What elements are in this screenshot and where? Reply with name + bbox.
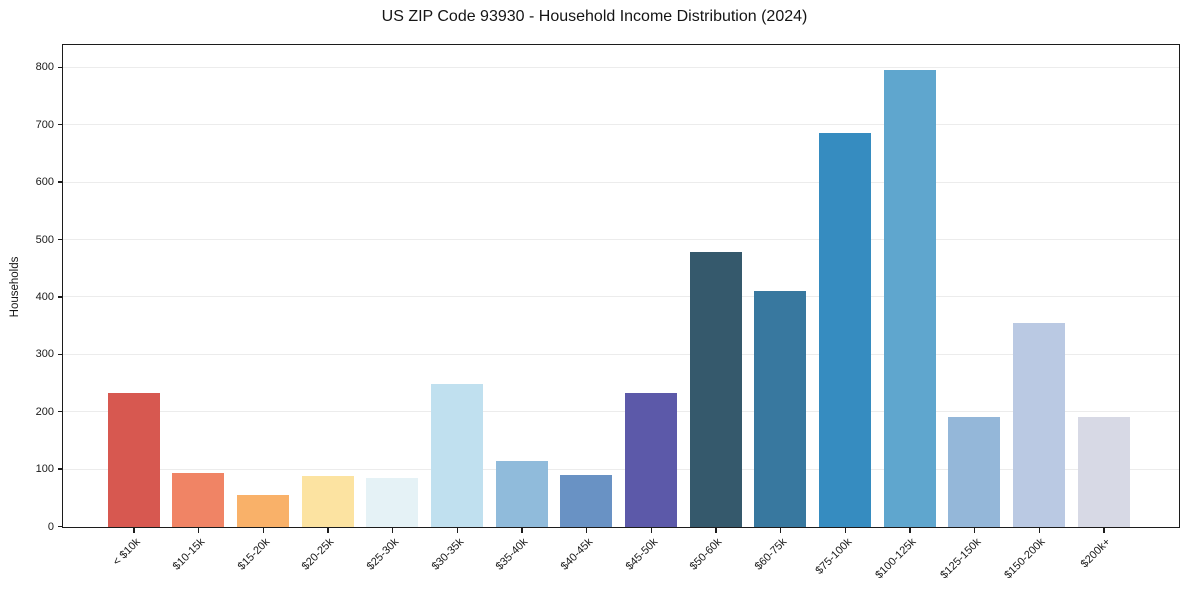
y-tick-label: 100 bbox=[35, 463, 54, 476]
bar bbox=[236, 494, 289, 527]
y-tick-label: 300 bbox=[35, 348, 54, 361]
gridline bbox=[63, 124, 1179, 126]
x-tick-label: $45-50k bbox=[623, 536, 660, 573]
y-tick-mark bbox=[57, 181, 62, 183]
bar bbox=[818, 133, 871, 527]
gridline bbox=[63, 468, 1179, 470]
bar bbox=[1012, 323, 1065, 527]
y-tick-mark bbox=[57, 66, 62, 69]
bar bbox=[560, 474, 613, 527]
gridline bbox=[63, 181, 1179, 183]
y-axis-label: Households bbox=[9, 256, 21, 318]
x-tick-label: $15-20k bbox=[235, 536, 272, 573]
y-tick-label: 700 bbox=[35, 118, 54, 131]
x-tick-mark bbox=[585, 528, 588, 533]
x-tick-mark bbox=[391, 528, 394, 533]
x-tick-label: $10-15k bbox=[170, 536, 208, 573]
x-tick-label: $50-60k bbox=[687, 536, 725, 573]
x-tick-label: $40-45k bbox=[558, 536, 596, 573]
x-tick-mark bbox=[133, 528, 135, 533]
gridline bbox=[63, 239, 1179, 241]
y-tick-label: 0 bbox=[47, 520, 54, 533]
y-tick-mark bbox=[57, 123, 62, 126]
x-tick-label: $35-40k bbox=[493, 536, 531, 573]
x-tick-mark bbox=[262, 528, 265, 533]
x-tick-label: $20-25k bbox=[299, 536, 337, 573]
bar bbox=[948, 416, 1001, 527]
x-tick-label: $100-125k bbox=[873, 536, 919, 582]
x-tick-label: $75-100k bbox=[812, 536, 854, 577]
x-tick-mark bbox=[844, 528, 847, 533]
y-tick-mark bbox=[57, 353, 62, 356]
y-tick-mark bbox=[57, 410, 62, 413]
x-tick-mark bbox=[909, 528, 911, 533]
x-tick-label: $30-35k bbox=[429, 536, 466, 573]
x-tick-mark bbox=[456, 528, 459, 533]
x-tick-mark bbox=[521, 528, 523, 533]
x-tick-label: $150-200k bbox=[1002, 536, 1048, 582]
x-tick-label: $25-30k bbox=[364, 536, 402, 573]
plot-area bbox=[62, 44, 1180, 528]
y-tick-mark bbox=[57, 468, 62, 470]
x-tick-mark bbox=[973, 528, 976, 533]
y-tick-label: 800 bbox=[35, 61, 54, 74]
gridline bbox=[63, 353, 1179, 355]
y-tick-label: 200 bbox=[35, 405, 54, 418]
x-tick-mark bbox=[715, 528, 717, 533]
y-tick-mark bbox=[57, 238, 62, 241]
bar bbox=[624, 393, 677, 527]
bar bbox=[1077, 416, 1130, 527]
x-tick-label: $60-75k bbox=[752, 536, 790, 573]
x-tick-mark bbox=[1103, 528, 1105, 533]
bar bbox=[430, 384, 483, 527]
x-tick-mark bbox=[197, 528, 200, 533]
bar bbox=[107, 393, 160, 527]
x-tick-label: < $10k bbox=[110, 536, 143, 569]
y-tick-label: 600 bbox=[35, 176, 54, 189]
x-tick-mark bbox=[327, 528, 329, 533]
x-tick-mark bbox=[650, 528, 653, 533]
bar bbox=[883, 69, 936, 527]
bar bbox=[754, 290, 807, 527]
bar bbox=[301, 475, 354, 527]
chart-title: US ZIP Code 93930 - Household Income Dis… bbox=[381, 8, 808, 25]
gridline bbox=[63, 296, 1179, 298]
bar bbox=[172, 473, 225, 527]
y-tick-mark bbox=[57, 296, 62, 298]
x-tick-label: $125-150k bbox=[937, 536, 984, 582]
gridline bbox=[63, 66, 1179, 68]
x-tick-label: $200k+ bbox=[1078, 536, 1113, 571]
y-tick-label: 400 bbox=[35, 290, 54, 303]
bar bbox=[366, 478, 419, 527]
y-tick-mark bbox=[57, 525, 62, 528]
y-tick-label: 500 bbox=[35, 233, 54, 246]
bar bbox=[689, 251, 742, 527]
x-tick-mark bbox=[779, 528, 782, 533]
x-tick-mark bbox=[1038, 528, 1041, 533]
bar bbox=[495, 461, 548, 527]
gridline bbox=[63, 411, 1179, 413]
